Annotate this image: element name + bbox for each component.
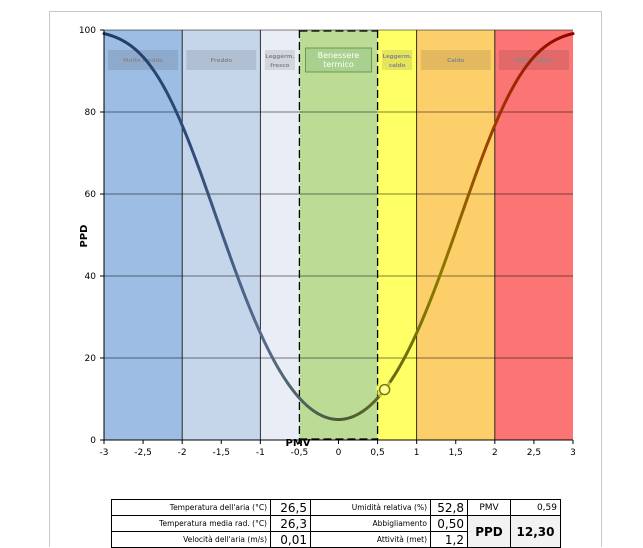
chart-frame	[49, 11, 602, 547]
abbigliamento-value: 0,50	[430, 515, 468, 532]
x-tick-label: 2	[492, 448, 498, 458]
zone-label: Molto caldo	[516, 58, 552, 64]
umidita-label: Umidità relativa (%)	[310, 499, 431, 516]
pmv-value: 0,59	[510, 499, 561, 516]
y-tick-label: 80	[85, 108, 97, 118]
table-row: Temperatura media rad. (°C) 26,3 Abbigli…	[111, 515, 561, 548]
zone-label: Leggerm. caldo	[382, 54, 411, 69]
axes: -3 -2,5 -2 -1,5 -1 -0,5 0 0,5 1 1,5 2 2,5 3 0 20 40 60 80…	[79, 26, 576, 458]
current-point-marker	[378, 383, 391, 396]
vel-aria-value: 0,01	[270, 531, 311, 548]
abbigliamento-label: Abbigliamento	[310, 515, 431, 532]
attivita-value: 1,2	[430, 531, 468, 548]
ppd-label: PPD	[467, 515, 511, 548]
ppd-curve-group	[102, 32, 575, 421]
table-row: Temperatura dell'aria (°C) 26,5 Umidità …	[111, 499, 561, 516]
temp-aria-label: Temperatura dell'aria (°C)	[111, 499, 271, 516]
y-tick-label: 100	[79, 26, 96, 36]
x-tick-label: -1,5	[212, 448, 230, 458]
comfort-zones	[104, 30, 573, 440]
gridlines	[104, 29, 573, 440]
zone-label-box	[108, 50, 179, 70]
x-tick-label: -0,5	[291, 448, 309, 458]
x-tick-label: -1	[256, 448, 265, 458]
zone-label-box	[420, 50, 491, 70]
x-tick-label: 2,5	[527, 448, 541, 458]
zone-label: Benessere termico	[318, 51, 360, 69]
pmv-label: PMV	[467, 499, 511, 516]
zone-label-box	[264, 50, 295, 70]
temp-rad-value: 26,3	[270, 515, 311, 532]
temp-aria-value: 26,5	[270, 499, 311, 516]
x-tick-label: 3	[570, 448, 576, 458]
zone-band	[104, 30, 183, 440]
temp-rad-label: Temperatura media rad. (°C)	[111, 515, 271, 532]
zone-label: Leggerm. fresco	[265, 54, 294, 69]
ppd-chart: Molto freddo Freddo Leggerm. fresco Benesser…	[79, 26, 576, 458]
zone-band	[299, 30, 378, 440]
x-tick-label: 1	[414, 448, 420, 458]
y-tick-label: 20	[85, 354, 97, 364]
zone-label: Molto freddo	[123, 58, 163, 64]
x-tick-label: -2,5	[134, 448, 152, 458]
x-tick-label: 0	[336, 448, 342, 458]
x-tick-label: -3	[100, 448, 109, 458]
zone-label-box	[305, 47, 372, 73]
zone-label-box	[186, 50, 257, 70]
zone-label: Freddo	[210, 58, 232, 64]
zone-band	[494, 30, 573, 440]
zone-label-box	[382, 50, 413, 70]
zone-labels: Molto freddo Freddo Leggerm. fresco Benesser…	[108, 47, 569, 73]
y-tick-label: 40	[85, 272, 97, 282]
vel-aria-label: Velocità dell'aria (m/s)	[111, 531, 271, 548]
table-row: Velocità dell'aria (m/s) 0,01 Attività (…	[111, 531, 561, 548]
ppd-curve	[102, 32, 575, 421]
x-axis-label: PMV	[285, 438, 310, 449]
y-axis-label: PPD	[79, 225, 90, 248]
ppd-value: 12,30	[510, 515, 561, 548]
y-tick-label: 0	[90, 436, 96, 446]
zone-label-box	[498, 50, 569, 70]
x-tick-label: 0,5	[370, 448, 384, 458]
x-tick-label: 1,5	[449, 448, 463, 458]
x-tick-label: -2	[178, 448, 187, 458]
zone-label: Caldo	[447, 58, 465, 64]
y-tick-label: 60	[85, 190, 97, 200]
parameters-table: Temperatura dell'aria (°C) 26,5 Umidità …	[111, 499, 561, 548]
zone-band	[377, 30, 417, 440]
umidita-value: 52,8	[430, 499, 468, 516]
attivita-label: Attività (met)	[310, 531, 431, 548]
zone-band	[260, 30, 300, 440]
